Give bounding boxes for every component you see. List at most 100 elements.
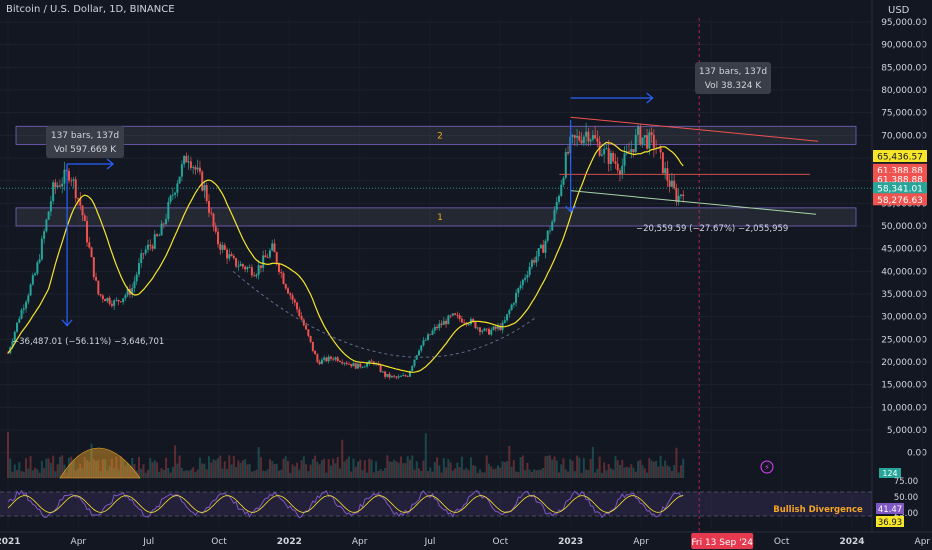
- candle-body: [404, 375, 407, 377]
- volume-bar: [169, 472, 172, 478]
- volume-bar: [194, 471, 197, 478]
- candle-body: [652, 134, 655, 149]
- measure-label-2: −20,559.59 (−27.67%) −2,055,959: [636, 224, 788, 234]
- volume-bar: [122, 459, 125, 478]
- volume-bar: [427, 471, 430, 478]
- volume-bar: [178, 455, 181, 478]
- volume-bar: [268, 459, 271, 478]
- candle-body: [458, 315, 461, 319]
- volume-bar: [239, 462, 242, 478]
- candle-body: [582, 136, 585, 144]
- candle-body: [300, 315, 303, 320]
- volume-bar: [153, 460, 156, 478]
- volume-bar: [406, 456, 409, 478]
- candle-body: [47, 211, 50, 220]
- candle-body: [29, 284, 32, 296]
- candle-body: [580, 140, 583, 144]
- volume-bar: [417, 468, 420, 478]
- candle-body: [217, 231, 220, 245]
- volume-bar: [524, 470, 527, 478]
- candle-body: [585, 131, 588, 137]
- candle-body: [282, 273, 285, 285]
- candle-body: [314, 350, 317, 355]
- candle-body: [230, 254, 233, 257]
- candle-body: [478, 327, 481, 333]
- volume-bar: [43, 468, 46, 478]
- candle-body: [140, 253, 143, 264]
- candle-body: [221, 245, 224, 250]
- candle-body: [86, 221, 89, 243]
- volume-bar: [587, 469, 590, 478]
- volume-bar: [576, 455, 579, 478]
- candle-body: [345, 362, 348, 364]
- candle-body: [235, 258, 238, 267]
- volume-bar: [167, 467, 170, 478]
- candle-body: [600, 154, 603, 156]
- candle-body: [63, 169, 66, 184]
- measure-arrow-h2-head: [646, 92, 654, 104]
- volume-bar: [92, 459, 95, 478]
- volume-bar: [634, 471, 637, 478]
- y-tick-label: 80,000.00: [881, 86, 927, 96]
- volume-bar: [508, 445, 511, 478]
- y-tick-label: 75,000.00: [881, 109, 927, 119]
- volume-bar: [101, 459, 104, 478]
- wedge-bottom-line: [570, 190, 817, 215]
- candle-body: [679, 194, 682, 196]
- candle-body: [648, 132, 651, 149]
- volume-bar: [357, 461, 360, 478]
- candle-body: [399, 376, 402, 377]
- annotation-2-bg: [695, 62, 771, 94]
- rsi-signal-bg: [876, 516, 904, 527]
- candle-body: [535, 256, 538, 263]
- candle-body: [156, 234, 159, 236]
- price-label: 61,388.88: [877, 166, 923, 176]
- x-tick-label: Apr: [915, 537, 931, 547]
- x-tick-label: Jul: [424, 537, 436, 547]
- candle-body: [548, 230, 551, 232]
- volume-bar: [673, 465, 676, 478]
- candle-body: [325, 357, 328, 362]
- measure-arrow-v1-head: [61, 319, 73, 327]
- candle-body: [309, 335, 312, 342]
- volume-bar: [160, 468, 163, 478]
- volume-bar: [438, 465, 441, 478]
- candles: [7, 122, 685, 380]
- volume-bar: [352, 458, 355, 478]
- candle-body: [119, 301, 122, 303]
- candle-body: [675, 188, 678, 202]
- candle-body: [318, 361, 321, 365]
- candle-body: [332, 358, 335, 360]
- volume-bar: [345, 459, 348, 478]
- candle-body: [196, 167, 199, 170]
- candle-body: [97, 280, 100, 295]
- price-label: 58,341.01: [877, 185, 923, 195]
- volume-bar: [237, 460, 240, 478]
- volume-bar: [54, 471, 57, 478]
- candle-body: [117, 299, 120, 302]
- volume-label: 124: [882, 469, 897, 478]
- x-tick-label: Oct: [211, 537, 227, 547]
- volume-bar: [424, 433, 427, 478]
- candle-body: [357, 363, 360, 369]
- volume-bar: [104, 459, 107, 478]
- candle-body: [287, 288, 290, 294]
- candle-body: [83, 215, 86, 222]
- volume-bar: [630, 464, 633, 478]
- volume-bar: [187, 470, 190, 478]
- candle-body: [413, 359, 416, 366]
- volume-bar: [67, 457, 70, 478]
- volume-bar: [447, 459, 450, 478]
- volume-bar: [379, 469, 382, 478]
- candle-body: [542, 244, 545, 253]
- volume-bar: [47, 458, 50, 478]
- zone-box: [15, 125, 857, 145]
- volume-bar: [609, 468, 612, 478]
- candle-body: [623, 153, 626, 166]
- candle-body: [70, 180, 73, 182]
- candle-body: [334, 357, 337, 360]
- volume-bar: [433, 462, 436, 478]
- candle-body: [436, 326, 439, 329]
- volume-bar: [537, 469, 540, 478]
